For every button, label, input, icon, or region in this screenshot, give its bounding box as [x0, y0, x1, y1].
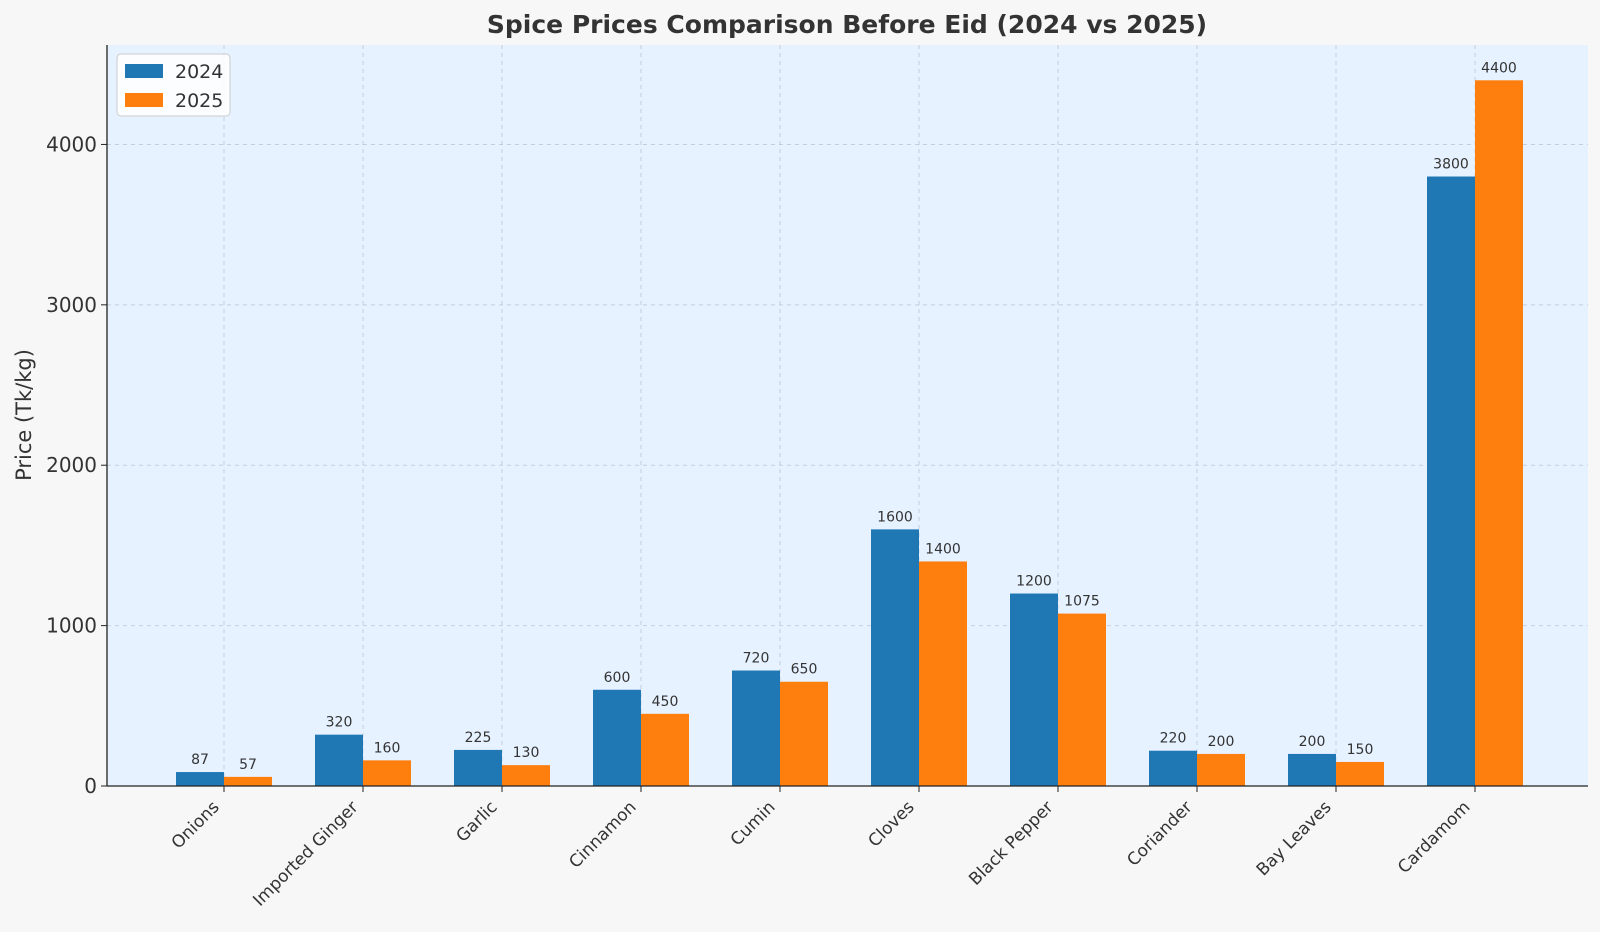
- bar-2024: [732, 670, 780, 786]
- y-axis-label: Price (Tk/kg): [12, 349, 36, 481]
- bar-2024: [176, 772, 224, 786]
- y-tick-label: 2000: [46, 453, 97, 477]
- bar-2024: [1149, 750, 1197, 786]
- data-label: 220: [1160, 731, 1187, 747]
- bar-2024: [593, 689, 641, 786]
- bar-2025: [641, 713, 689, 786]
- legend-swatch-2024: [125, 64, 163, 78]
- bar-2025: [1197, 753, 1245, 786]
- bar-2025: [780, 681, 828, 786]
- legend-swatch-2025: [125, 93, 163, 107]
- bar-2025: [363, 760, 411, 786]
- legend-label-2024: 2024: [175, 61, 223, 83]
- legend-label-2025: 2025: [175, 90, 223, 112]
- bar-2024: [1288, 753, 1336, 786]
- y-tick-label: 4000: [46, 132, 97, 156]
- data-label: 130: [513, 745, 540, 761]
- data-label: 225: [465, 730, 492, 746]
- data-label: 200: [1208, 734, 1235, 750]
- data-label: 3800: [1433, 157, 1469, 173]
- y-tick-label: 1000: [46, 614, 97, 638]
- data-label: 600: [604, 670, 631, 686]
- y-tick-label: 3000: [46, 293, 97, 317]
- data-label: 720: [743, 651, 770, 667]
- bar-2025: [1336, 761, 1384, 786]
- data-label: 320: [326, 715, 353, 731]
- data-label: 1200: [1016, 574, 1052, 590]
- chart-title: Spice Prices Comparison Before Eid (2024…: [487, 10, 1207, 39]
- bar-2024: [315, 734, 363, 786]
- bar-2025: [1058, 613, 1106, 786]
- bar-2024: [1010, 593, 1058, 786]
- bar-2024: [454, 749, 502, 786]
- data-label: 160: [374, 740, 401, 756]
- bar-2025: [224, 776, 272, 786]
- data-label: 1600: [877, 509, 913, 525]
- data-label: 1400: [925, 541, 961, 557]
- data-label: 200: [1299, 734, 1326, 750]
- y-tick-label: 0: [84, 774, 97, 798]
- plot-area: 0 1000 2000 3000 4000 87 320 225 600 720 1600 1200 2…: [46, 45, 1588, 911]
- bar-2025: [1475, 80, 1523, 787]
- bar-2024: [1427, 176, 1475, 787]
- bar-2025: [919, 561, 967, 786]
- bar-2025: [502, 765, 550, 786]
- legend: 2024 2025: [116, 53, 231, 117]
- plot-background: [107, 45, 1588, 786]
- data-label: 150: [1347, 742, 1374, 758]
- data-label: 1075: [1064, 594, 1100, 610]
- data-label: 57: [239, 757, 257, 773]
- data-label: 87: [191, 752, 209, 768]
- data-label: 4400: [1481, 60, 1517, 76]
- bar-2024: [871, 529, 919, 786]
- data-label: 450: [652, 694, 679, 710]
- data-label: 650: [791, 662, 818, 678]
